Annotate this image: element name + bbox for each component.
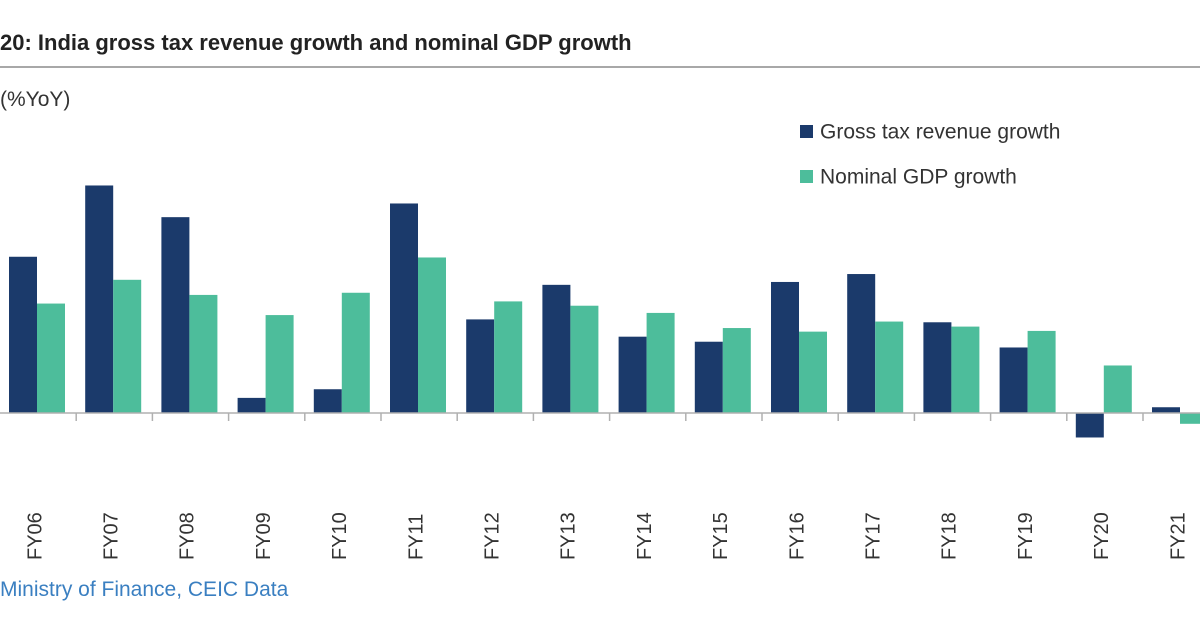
x-tick-label-fy11: FY11 bbox=[405, 514, 427, 560]
x-tick-label-fy16: FY16 bbox=[786, 512, 808, 560]
x-axis bbox=[0, 412, 1200, 421]
bar-gross-tax-revenue-growth-fy19 bbox=[999, 347, 1028, 413]
x-tick-label-fy18: FY18 bbox=[939, 512, 961, 560]
legend-swatch-nominal-gdp-growth bbox=[800, 170, 813, 183]
bar-nominal-gdp-growth-fy18 bbox=[951, 326, 980, 413]
bar-nominal-gdp-growth-fy16 bbox=[799, 331, 827, 413]
bar-gross-tax-revenue-growth-fy17 bbox=[847, 274, 876, 413]
bar-gross-tax-revenue-growth-fy13 bbox=[542, 284, 571, 413]
bar-gross-tax-revenue-growth-fy20 bbox=[1075, 413, 1104, 438]
x-tick-label-fy13: FY13 bbox=[558, 512, 580, 560]
legend-label-nominal-gdp-growth: Nominal GDP growth bbox=[820, 166, 1017, 189]
legend-label-gross-tax-revenue-growth: Gross tax revenue growth bbox=[820, 121, 1060, 144]
y-axis-label: (%YoY) bbox=[0, 88, 70, 111]
bars-group bbox=[9, 185, 1200, 438]
bar-gross-tax-revenue-growth-fy10 bbox=[313, 389, 342, 413]
bar-gross-tax-revenue-growth-fy18 bbox=[923, 322, 952, 413]
legend: Gross tax revenue growth Nominal GDP grow… bbox=[800, 121, 1060, 189]
bar-nominal-gdp-growth-fy21 bbox=[1180, 413, 1200, 424]
bar-gross-tax-revenue-growth-fy14 bbox=[618, 336, 647, 413]
bar-nominal-gdp-growth-fy11 bbox=[418, 257, 446, 413]
x-tick-label-fy20: FY20 bbox=[1091, 512, 1113, 560]
x-tick-label-fy12: FY12 bbox=[481, 512, 503, 560]
x-tick-label-fy19: FY19 bbox=[1015, 512, 1037, 560]
bar-nominal-gdp-growth-fy19 bbox=[1027, 330, 1056, 413]
bar-nominal-gdp-growth-fy20 bbox=[1103, 365, 1132, 413]
source-note: Ministry of Finance, CEIC Data bbox=[0, 578, 289, 601]
x-tick-label-fy17: FY17 bbox=[862, 512, 884, 560]
title-divider bbox=[0, 66, 1200, 68]
chart-title: 20: India gross tax revenue growth and n… bbox=[0, 30, 632, 55]
bar-nominal-gdp-growth-fy12 bbox=[494, 301, 523, 413]
x-tick-label-fy15: FY15 bbox=[710, 512, 732, 560]
legend-swatch-gross-tax-revenue-growth bbox=[800, 125, 813, 138]
bar-gross-tax-revenue-growth-fy15 bbox=[694, 341, 723, 413]
bar-gross-tax-revenue-growth-fy11 bbox=[390, 203, 418, 413]
bar-gross-tax-revenue-growth-fy16 bbox=[771, 281, 799, 413]
bar-nominal-gdp-growth-fy08 bbox=[189, 294, 218, 413]
bar-gross-tax-revenue-growth-fy07 bbox=[85, 185, 114, 413]
x-tick-label-fy07: FY07 bbox=[100, 512, 122, 560]
x-tick-label-fy08: FY08 bbox=[177, 512, 199, 560]
bar-nominal-gdp-growth-fy13 bbox=[570, 305, 599, 413]
bar-nominal-gdp-growth-fy10 bbox=[341, 292, 370, 413]
bar-gross-tax-revenue-growth-fy21 bbox=[1152, 407, 1180, 413]
x-tick-labels: FY06 FY07 FY08 FY09 FY10 FY11 FY12 FY13 FY14 FY15… bbox=[24, 512, 1189, 560]
bar-nominal-gdp-growth-fy17 bbox=[875, 321, 904, 413]
x-tick-label-fy06: FY06 bbox=[24, 512, 46, 560]
bar-nominal-gdp-growth-fy15 bbox=[722, 328, 751, 413]
x-tick-label-fy21: FY21 bbox=[1167, 512, 1189, 560]
bar-gross-tax-revenue-growth-fy09 bbox=[237, 397, 266, 413]
bar-nominal-gdp-growth-fy06 bbox=[37, 303, 65, 413]
x-tick-label-fy09: FY09 bbox=[253, 512, 275, 560]
bar-gross-tax-revenue-growth-fy12 bbox=[466, 319, 495, 413]
bar-gross-tax-revenue-growth-fy06 bbox=[9, 256, 37, 413]
bar-nominal-gdp-growth-fy14 bbox=[646, 312, 675, 413]
bar-nominal-gdp-growth-fy07 bbox=[113, 279, 142, 413]
bar-nominal-gdp-growth-fy09 bbox=[265, 315, 294, 413]
x-tick-label-fy10: FY10 bbox=[329, 512, 351, 560]
bar-gross-tax-revenue-growth-fy08 bbox=[161, 217, 190, 413]
x-tick-label-fy14: FY14 bbox=[634, 512, 656, 560]
